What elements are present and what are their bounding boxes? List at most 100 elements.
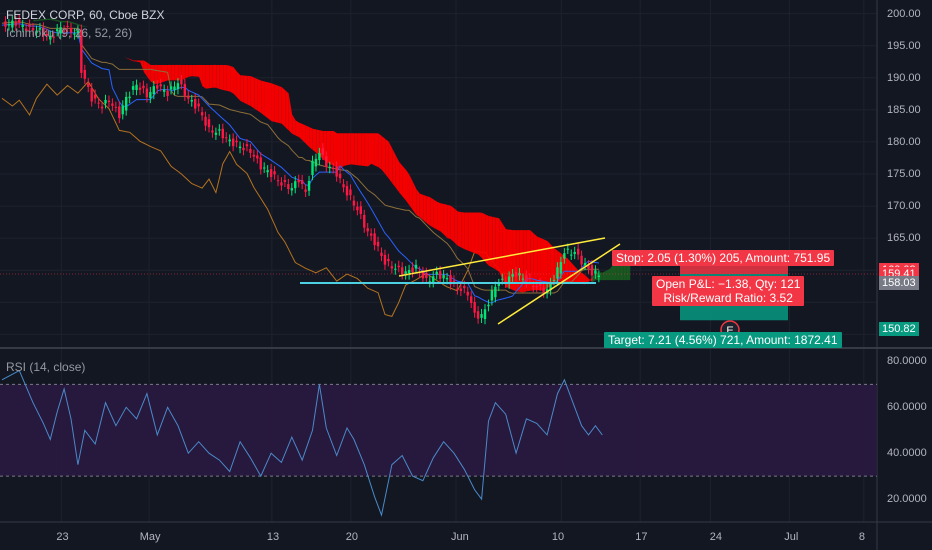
chart-title: FEDEX CORP, 60, Cboe BZX <box>6 8 165 22</box>
cloud-segment <box>250 76 255 109</box>
candle-body <box>549 282 552 291</box>
candle-body <box>376 241 380 247</box>
cloud-segment <box>292 114 296 136</box>
cloud-segment <box>412 181 417 215</box>
candle-body <box>138 87 142 90</box>
candle-body <box>311 160 314 176</box>
candle-body <box>56 29 59 32</box>
candle-body <box>145 88 149 98</box>
candle-body <box>421 271 425 279</box>
candle-body <box>521 278 525 280</box>
cloud-segment <box>381 136 386 175</box>
candle-body <box>121 105 124 115</box>
rr-label: Risk/Reward Ratio: 3.52 <box>663 291 793 305</box>
cloud-segment <box>571 262 576 284</box>
cloud-segment <box>223 64 227 91</box>
cloud-segment <box>564 256 569 283</box>
cloud-segment <box>81 25 86 27</box>
candle-body <box>90 88 93 102</box>
cloud-segment <box>257 79 262 114</box>
candle-body <box>173 86 176 90</box>
cloud-segment <box>288 93 293 134</box>
cloud-segment <box>209 64 213 89</box>
candle-body <box>576 248 580 255</box>
cloud-segment <box>161 64 165 83</box>
cloud-segment <box>212 64 217 88</box>
candle-body <box>283 180 287 182</box>
cloud-segment <box>519 230 524 293</box>
candle-body <box>287 184 290 189</box>
cloud-segment <box>157 64 162 84</box>
candle-body <box>142 85 145 89</box>
candle-body <box>490 290 494 301</box>
candle-body <box>570 254 573 256</box>
cloud-segment <box>409 174 413 211</box>
candle-body <box>235 140 238 143</box>
candle-body <box>83 69 86 79</box>
candle-body <box>11 20 14 28</box>
cloud-segment <box>188 64 193 77</box>
cloud-segment <box>309 127 313 150</box>
candle-body <box>18 19 21 23</box>
time-tick: May <box>139 531 161 543</box>
candle-body <box>31 28 35 31</box>
rsi-tick: 20.0000 <box>887 493 927 506</box>
candle-body <box>590 265 594 276</box>
candle-body <box>80 29 83 73</box>
channel-upper <box>398 237 606 277</box>
candle-body <box>228 139 231 142</box>
cloud-segment <box>416 188 420 218</box>
candle-body <box>387 258 390 262</box>
cloud-segment <box>612 262 617 281</box>
candle-body <box>414 264 418 269</box>
candle-body <box>7 24 11 26</box>
candle-body <box>535 286 538 288</box>
cloud-segment <box>133 60 137 62</box>
rsi-band-fill <box>0 384 877 477</box>
cloud-segment <box>271 83 275 122</box>
candle-body <box>449 275 452 285</box>
candle-body <box>73 33 76 35</box>
candle-body <box>263 167 266 169</box>
cloud-segment <box>385 138 389 179</box>
candle-body <box>539 283 542 286</box>
cloud-segment <box>447 204 451 240</box>
cloud-segment <box>450 205 455 243</box>
candle-body <box>328 166 331 169</box>
candle-body <box>369 233 373 236</box>
cloud-segment <box>430 197 434 228</box>
cloud-segment <box>326 131 331 165</box>
candle-body <box>38 28 42 30</box>
cloud-segment <box>230 65 234 94</box>
stop-label[interactable]: Stop: 2.05 (1.30%) 205, Amount: 751.95 <box>612 250 835 266</box>
cloud-segment <box>488 216 493 268</box>
candle-body <box>349 189 352 196</box>
candle-body <box>149 92 152 98</box>
price-badge: 150.82 <box>879 322 919 337</box>
cloud-segment <box>54 19 58 22</box>
candle-body <box>356 206 359 211</box>
cloud-segment <box>419 193 424 221</box>
candle-body <box>532 285 535 288</box>
candle-body <box>231 138 235 147</box>
cloud-segment <box>219 64 224 90</box>
price-tick: 185.00 <box>887 103 921 116</box>
candle-body <box>463 285 466 289</box>
candle-body <box>49 35 52 40</box>
cloud-segment <box>181 64 186 81</box>
candle-body <box>52 36 55 38</box>
tenkan-line <box>1 23 599 304</box>
pnl-box[interactable]: Open P&L: −1.38, Qty: 121 Risk/Reward Ra… <box>652 276 805 306</box>
candle-body <box>456 288 459 290</box>
cloud-segment <box>74 22 79 26</box>
candle-body <box>345 186 349 196</box>
candle-body <box>135 84 138 91</box>
candle-body <box>397 265 400 268</box>
cloud-segment <box>343 133 348 166</box>
cloud-segment <box>606 268 610 281</box>
target-label[interactable]: Target: 7.21 (4.56%) 721, Amount: 1872.4… <box>604 332 842 348</box>
candle-body <box>380 252 383 257</box>
cloud-segment <box>164 64 168 82</box>
candle-body <box>221 128 224 139</box>
